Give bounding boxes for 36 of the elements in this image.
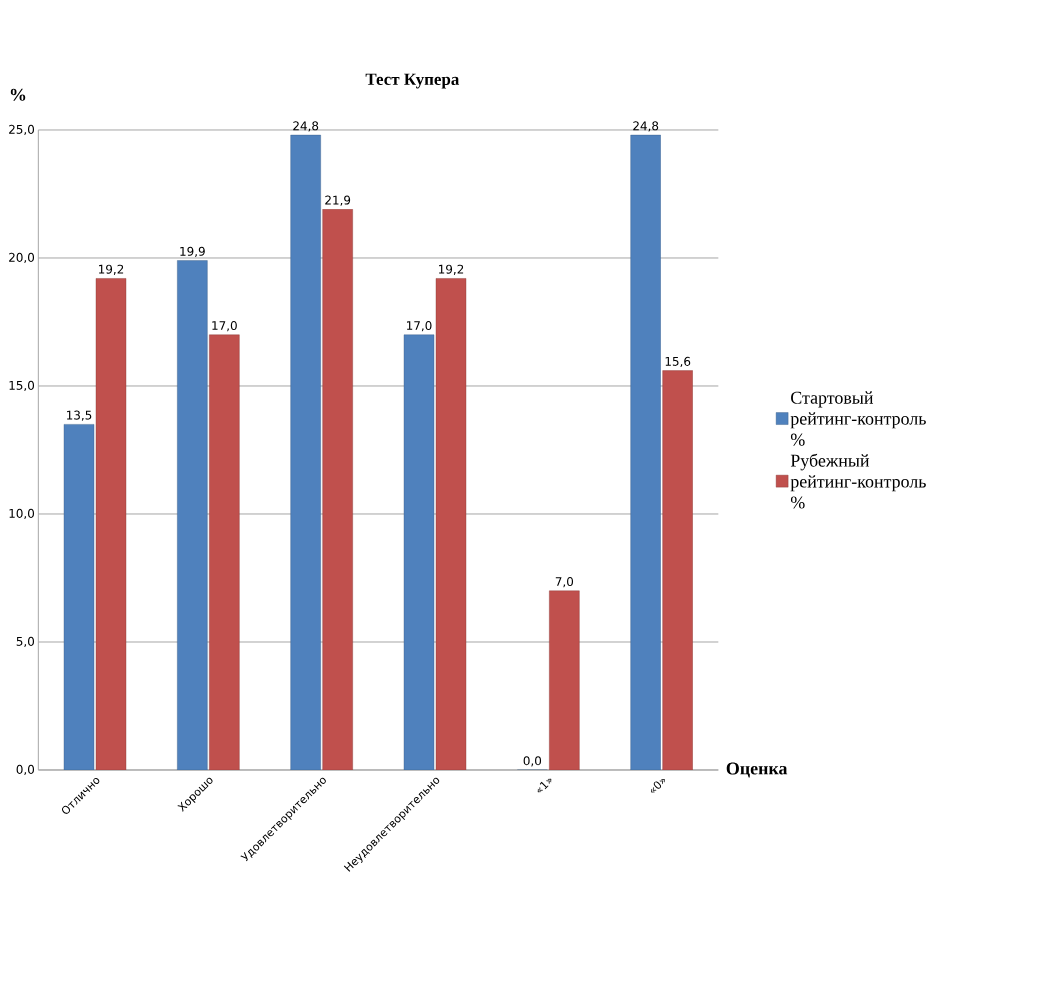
data-label: 17,0 xyxy=(212,321,237,332)
y-tick-label: 5,0 xyxy=(16,636,35,648)
chart-title: Тест Купера xyxy=(365,73,460,89)
y-tick-label: 25,0 xyxy=(9,124,35,136)
bar xyxy=(403,334,435,770)
data-label: 24,8 xyxy=(633,121,659,132)
bar xyxy=(177,260,208,770)
data-label: 7,0 xyxy=(555,577,574,588)
data-label: 13,5 xyxy=(67,410,92,421)
data-label: 19,2 xyxy=(99,264,124,275)
data-label: 19,2 xyxy=(439,264,464,275)
data-label: 19,9 xyxy=(180,246,205,258)
bar xyxy=(549,590,580,770)
data-label: 17,0 xyxy=(407,321,432,332)
data-label: 21,9 xyxy=(325,195,351,206)
bar xyxy=(630,134,661,770)
x-tick-label: «0» xyxy=(651,778,665,793)
bar xyxy=(63,424,95,770)
bar xyxy=(322,209,353,770)
y-tick-label: 10,0 xyxy=(9,508,35,520)
x-axis-title: Оценка xyxy=(726,762,788,778)
data-label: 24,8 xyxy=(293,121,319,132)
data-label: 0,0 xyxy=(523,756,542,767)
legend-label: Рубежный рейтинг-контроль % xyxy=(790,453,926,509)
data-label: 15,6 xyxy=(665,356,691,368)
y-axis-title: % xyxy=(10,88,26,101)
bar xyxy=(95,278,127,770)
y-tick-label: 15,0 xyxy=(9,380,35,392)
y-tick-label: 20,0 xyxy=(9,252,35,264)
bar xyxy=(290,134,321,770)
y-tick-label: 0,0 xyxy=(16,764,35,776)
legend-label: Стартовый рейтинг-контроль % xyxy=(790,391,926,446)
bar xyxy=(209,334,240,770)
bar xyxy=(662,370,693,770)
bar xyxy=(435,278,467,770)
x-tick-label: «1» xyxy=(537,778,552,793)
